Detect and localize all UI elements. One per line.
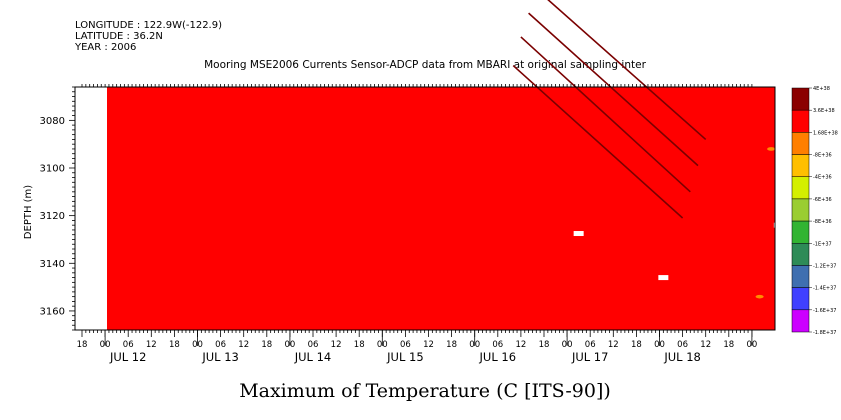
colorbar-label: -6E+36 — [813, 197, 832, 203]
info-block: LONGITUDE : 122.9W(-122.9) LATITUDE : 36… — [74, 20, 222, 53]
colorbar-label: -8E+36 — [813, 153, 832, 159]
diagonal-line — [528, 12, 699, 167]
colorbar-label: 1.68E+38 — [813, 130, 838, 136]
colorbar-swatch — [791, 154, 810, 177]
x-tick-label: 06 — [677, 340, 688, 350]
x-tick-label: 00 — [192, 340, 203, 350]
x-tick-label: 12 — [238, 340, 249, 350]
x-tick-label: 18 — [354, 340, 365, 350]
chart-title: Mooring MSE2006 Currents Sensor-ADCP dat… — [204, 59, 646, 71]
colorbar-label: -1.4E+37 — [813, 286, 836, 292]
x-tick-label: 00 — [377, 340, 388, 350]
x-tick-label: 18 — [169, 340, 180, 350]
colorbar-swatch — [791, 176, 810, 200]
x-tick-label: 06 — [400, 340, 411, 350]
x-tick-labels: 18 00 06 12 18 00 06 12 18 00 06 12 18 00 06 12 18 00 06 12… — [77, 340, 758, 350]
colorbar-swatch — [791, 87, 810, 111]
colorbar: 4E+38 3.6E+38 1.68E+38 -8E+36 -4E+36 -6E+36 -8… — [791, 86, 838, 336]
x-tick-label: 12 — [700, 340, 711, 350]
x-tick-label: 18 — [446, 340, 457, 350]
longitude-label: LONGITUDE : 122.9W(-122.9) — [75, 20, 222, 31]
x-tick-label: 12 — [331, 340, 342, 350]
x-tick-label: 18 — [77, 340, 88, 350]
x-tick-label: 00 — [469, 340, 480, 350]
x-tick-label: 06 — [123, 340, 134, 350]
colorbar-swatch — [791, 132, 810, 155]
y-tick-label: 3100 — [40, 164, 65, 175]
colorbar-swatch — [791, 220, 810, 244]
diagonal-line — [547, 0, 707, 141]
day-label: JUL 15 — [386, 350, 424, 364]
x-tick-label: 06 — [585, 340, 596, 350]
temperature-field — [107, 87, 775, 330]
x-tick-label: 18 — [631, 340, 642, 350]
y-tick-label: 3120 — [40, 211, 65, 222]
day-label: JUL 14 — [294, 350, 332, 364]
colorbar-label: -1E+37 — [813, 241, 832, 247]
colorbar-label: -1.6E+37 — [813, 308, 836, 314]
x-tick-label: 18 — [539, 340, 550, 350]
missing-patches — [573, 222, 784, 281]
colorbar-swatch — [791, 309, 810, 333]
data-dot — [767, 147, 776, 151]
diagonal-lines — [512, 0, 707, 219]
day-label: JUL 17 — [571, 350, 609, 364]
latitude-label: LATITUDE : 36.2N — [75, 31, 163, 42]
colorbar-swatch — [791, 265, 810, 288]
y-tick-label: 3080 — [40, 116, 65, 127]
data-dots — [755, 147, 776, 299]
x-tick-label: 18 — [261, 340, 272, 350]
data-dot — [755, 294, 764, 299]
colorbar-label: -8E+36 — [813, 219, 832, 225]
missing-patch — [658, 275, 669, 281]
day-label: JUL 12 — [109, 350, 147, 364]
x-tick-label: 18 — [723, 340, 734, 350]
colorbar-label: 3.6E+38 — [813, 108, 835, 114]
y-tick-labels: 3080 3100 3120 3140 3160 — [40, 116, 65, 318]
colorbar-swatch — [791, 109, 810, 133]
diagonal-line — [520, 36, 691, 193]
x-tick-label: 06 — [492, 340, 503, 350]
y-tick-label: 3140 — [40, 259, 65, 270]
axes — [69, 84, 776, 346]
x-tick-label: 00 — [284, 340, 295, 350]
x-tick-label: 12 — [515, 340, 526, 350]
x-tick-label: 12 — [423, 340, 434, 350]
x-tick-label: 12 — [608, 340, 619, 350]
x-tick-label: 00 — [654, 340, 665, 350]
x-tick-label: 06 — [308, 340, 319, 350]
x-tick-label: 12 — [146, 340, 157, 350]
x-tick-label: 00 — [746, 340, 757, 350]
colorbar-label: -1.8E+37 — [813, 330, 836, 336]
colorbar-label: 4E+38 — [813, 86, 830, 92]
x-tick-label: 06 — [215, 340, 226, 350]
day-labels: JUL 12 JUL 13 JUL 14 JUL 15 JUL 16 JUL 17 JUL … — [109, 350, 701, 364]
x-tick-label: 00 — [100, 340, 111, 350]
missing-patch — [573, 231, 584, 237]
day-label: JUL 13 — [201, 350, 239, 364]
y-tick-label: 3160 — [40, 306, 65, 317]
colorbar-swatch — [791, 243, 810, 266]
y-axis-title: DEPTH (m) — [23, 185, 34, 239]
colorbar-swatch — [791, 287, 810, 311]
missing-patch — [773, 222, 784, 228]
day-label: JUL 16 — [479, 350, 517, 364]
plot-area — [75, 87, 775, 330]
colorbar-swatch — [791, 198, 810, 222]
diagonal-line — [512, 64, 684, 219]
day-label: JUL 18 — [663, 350, 701, 364]
year-label: YEAR : 2006 — [74, 42, 136, 53]
x-tick-label: 00 — [562, 340, 573, 350]
colorbar-label: -1.2E+37 — [813, 263, 836, 269]
x-axis-title: Maximum of Temperature (C [ITS-90]) — [239, 380, 611, 402]
colorbar-label: -4E+36 — [813, 175, 832, 181]
